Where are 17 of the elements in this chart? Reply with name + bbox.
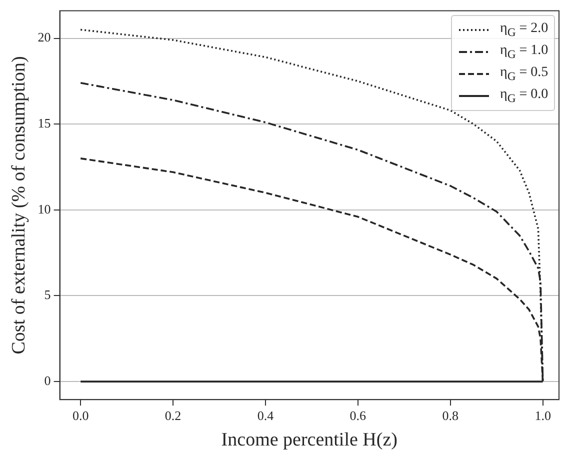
x-tick-label: 0.6 — [350, 408, 367, 423]
x-tick-label: 0.8 — [442, 408, 459, 423]
y-tick-label: 10 — [38, 201, 51, 216]
y-tick-label: 0 — [44, 373, 51, 388]
y-tick-label: 20 — [38, 30, 51, 45]
x-tick-label: 0.0 — [72, 408, 89, 423]
y-tick-label: 15 — [38, 116, 51, 131]
x-tick-label: 1.0 — [534, 408, 551, 423]
y-axis-title: Cost of externality (% of consumption) — [8, 56, 30, 354]
x-tick-label: 0.2 — [164, 408, 182, 423]
x-axis-title: Income percentile H(z) — [221, 430, 398, 451]
legend-label: η$_{G}$ = 2.0 — [500, 20, 548, 39]
legend-label: η$_{G}$ = 0.5 — [500, 64, 548, 83]
legend-label: η$_{G}$ = 0.0 — [500, 86, 548, 105]
legend-label: η$_{G}$ = 1.0 — [500, 42, 548, 61]
x-tick-label: 0.4 — [257, 408, 274, 423]
y-tick-label: 5 — [44, 287, 51, 302]
